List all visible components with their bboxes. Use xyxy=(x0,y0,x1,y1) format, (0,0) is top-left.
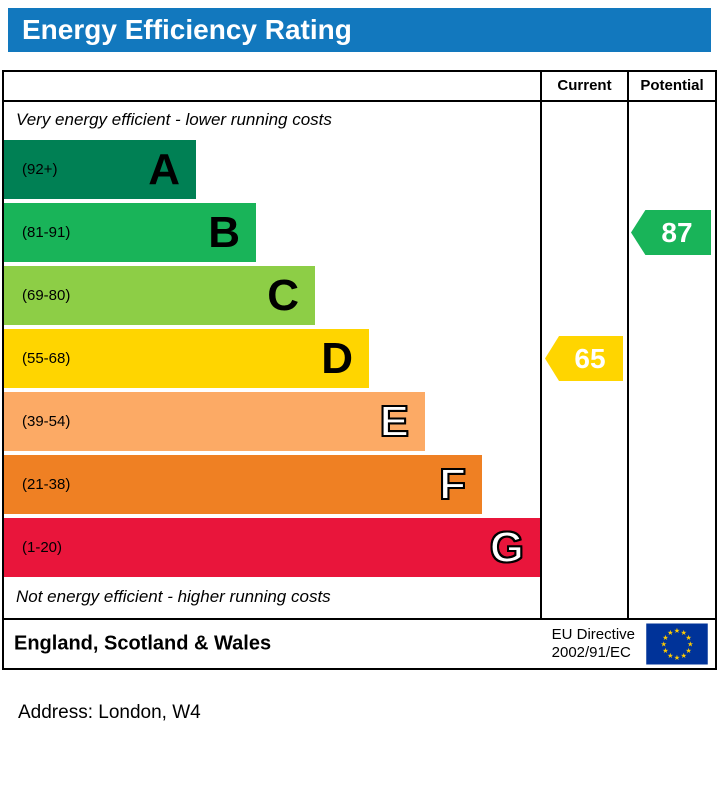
potential-rating-value: 87 xyxy=(661,217,693,248)
band-letter: E xyxy=(379,396,410,447)
band-range: (55-68) xyxy=(22,350,71,367)
current-rating-value: 65 xyxy=(574,343,606,374)
svg-text:★: ★ xyxy=(674,653,680,662)
scale-label-bottom: Not energy efficient - higher running co… xyxy=(16,587,331,606)
svg-text:★: ★ xyxy=(667,628,673,637)
energy-efficiency-chart: Current Potential Very energy efficient … xyxy=(2,70,717,670)
band-bar-c: (69-80) C xyxy=(4,266,315,325)
band-range: (69-80) xyxy=(22,287,71,304)
band-row: (39-54) E xyxy=(4,392,540,451)
footer-region-label: England, Scotland & Wales xyxy=(14,632,272,655)
band-bar-f: (21-38) F xyxy=(4,455,482,514)
band-letter: C xyxy=(267,271,299,320)
eu-directive-label: EU Directive 2002/91/EC xyxy=(552,626,635,662)
svg-text:★: ★ xyxy=(662,646,668,655)
svg-text:★: ★ xyxy=(667,651,673,660)
band-bar-g: (1-20) G xyxy=(4,518,540,577)
column-divider-current xyxy=(540,72,542,618)
potential-rating-arrow: 87 xyxy=(631,210,711,255)
band-letter: F xyxy=(438,459,467,510)
band-row: (92+) A xyxy=(4,140,540,199)
band-row: (81-91) B xyxy=(4,203,540,262)
rating-bands: (92+) A (81-91) B (69-80) C (55-68) xyxy=(4,140,540,581)
band-bar-b: (81-91) B xyxy=(4,203,256,262)
band-letter: G xyxy=(489,522,525,573)
eu-directive-line1: EU Directive xyxy=(551,626,635,643)
band-range: (39-54) xyxy=(22,413,71,430)
svg-text:★: ★ xyxy=(685,633,691,642)
band-row: (69-80) C xyxy=(4,266,540,325)
band-row: (21-38) F xyxy=(4,455,540,514)
address-label: Address: London, W4 xyxy=(18,702,201,723)
column-header-potential: Potential xyxy=(640,77,704,94)
band-letter: A xyxy=(148,145,180,194)
svg-text:★: ★ xyxy=(680,628,686,637)
band-range: (1-20) xyxy=(22,539,63,556)
band-bar-d: (55-68) D xyxy=(4,329,369,388)
svg-text:★: ★ xyxy=(685,646,691,655)
band-letter: D xyxy=(321,334,353,383)
eu-flag-icon: ★ ★ ★ ★ ★ ★ ★ ★ ★ ★ ★ ★ xyxy=(646,623,708,665)
band-bar-a: (92+) A xyxy=(4,140,196,199)
svg-text:★: ★ xyxy=(687,640,693,649)
svg-text:★: ★ xyxy=(660,640,666,649)
band-range: (92+) xyxy=(22,161,58,178)
svg-text:★: ★ xyxy=(662,633,668,642)
band-row: (1-20) G xyxy=(4,518,540,577)
band-range: (21-38) xyxy=(22,476,71,493)
column-header-current: Current xyxy=(557,77,612,94)
scale-label-top: Very energy efficient - lower running co… xyxy=(16,110,332,129)
chart-footer: England, Scotland & Wales EU Directive 2… xyxy=(4,618,715,668)
band-letter: B xyxy=(208,208,240,257)
band-row: (55-68) D xyxy=(4,329,540,388)
column-header-row: Current Potential xyxy=(4,72,715,102)
svg-text:★: ★ xyxy=(674,626,680,635)
svg-text:★: ★ xyxy=(680,651,686,660)
eu-directive-line2: 2002/91/EC xyxy=(551,644,631,661)
band-range: (81-91) xyxy=(22,224,71,241)
band-bar-e: (39-54) E xyxy=(4,392,425,451)
page-title: Energy Efficiency Rating xyxy=(8,8,711,52)
column-divider-potential xyxy=(627,72,629,618)
current-rating-arrow: 65 xyxy=(545,336,623,381)
